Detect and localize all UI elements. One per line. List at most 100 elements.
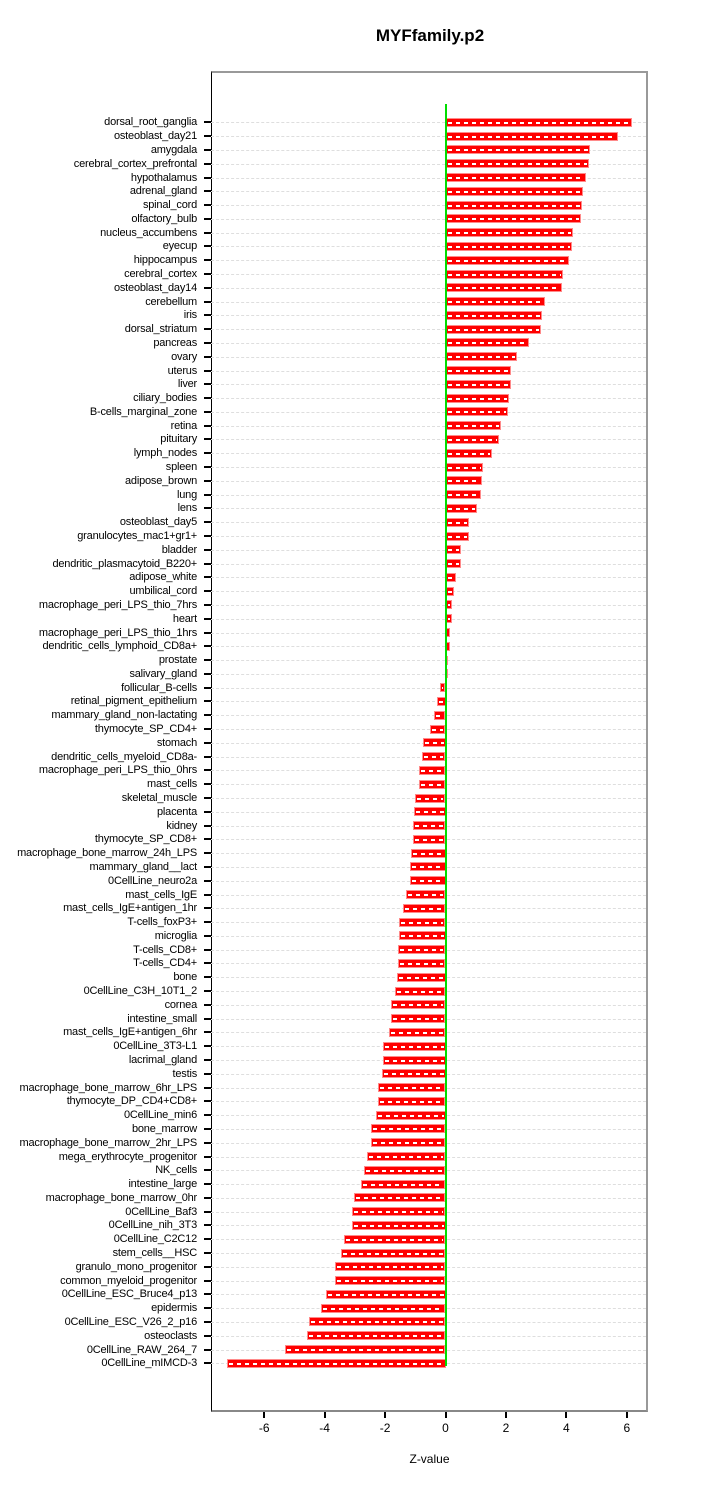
y-axis-tick	[204, 217, 211, 220]
y-axis-tick	[204, 1100, 211, 1103]
bar-dash-pattern	[372, 1142, 444, 1145]
bar	[360, 1179, 446, 1189]
grid-line	[211, 577, 646, 579]
category-label: dorsal_root_ganglia	[104, 116, 197, 129]
bar	[430, 724, 446, 734]
bar	[402, 903, 446, 913]
category-label: lacrimal_gland	[128, 1054, 197, 1066]
bar	[364, 1165, 446, 1175]
y-axis-tick	[204, 438, 211, 441]
y-axis-tick	[204, 548, 211, 551]
y-axis-tick	[204, 1279, 211, 1282]
category-label: mast_cells_IgE	[125, 888, 197, 901]
bar	[340, 1248, 446, 1258]
bar-dash-pattern	[424, 756, 444, 759]
x-axis-title: Z-value	[409, 1452, 450, 1466]
category-label: osteoblast_day14	[113, 281, 197, 294]
bar-dash-pattern	[447, 411, 507, 414]
bar	[445, 448, 493, 458]
y-axis-tick	[204, 1072, 211, 1075]
y-axis-tick	[204, 921, 211, 924]
category-label: intestine_small	[127, 1012, 197, 1025]
bar	[325, 1289, 446, 1299]
category-label: hypothalamus	[130, 171, 197, 184]
x-axis-tick	[263, 1412, 266, 1418]
category-label: macrophage_bone_marrow_6hr_LPS	[19, 1081, 198, 1094]
bar	[284, 1345, 446, 1354]
grid-line	[211, 439, 646, 441]
y-axis-tick	[204, 1348, 211, 1351]
bar-dash-pattern	[398, 976, 444, 979]
bar-dash-pattern	[417, 797, 444, 800]
bar-dash-pattern	[396, 990, 444, 993]
bar	[367, 1152, 446, 1161]
category-label: mast_cells	[147, 778, 197, 791]
bar	[445, 241, 572, 251]
bar-dash-pattern	[447, 535, 467, 538]
y-axis-tick	[204, 493, 211, 496]
bar-dash-pattern	[447, 287, 561, 290]
bar-dash-pattern	[414, 838, 444, 841]
bar-dash-pattern	[447, 632, 448, 634]
bar	[413, 807, 446, 817]
bar	[445, 379, 511, 389]
bar	[396, 972, 446, 982]
category-label: stem_cells__HSC	[112, 1247, 198, 1259]
y-axis-tick	[204, 1334, 211, 1337]
category-label: cerebral_cortex	[124, 268, 197, 280]
bar-dash-pattern	[400, 949, 444, 952]
y-axis-tick	[204, 1307, 211, 1310]
bar	[445, 131, 618, 141]
bar	[445, 324, 541, 334]
category-label: ovary	[171, 350, 197, 363]
category-label: liver	[177, 378, 197, 391]
category-label: lung	[177, 488, 197, 501]
category-label: iris	[183, 309, 197, 322]
x-axis-tick-label: 0	[442, 1421, 449, 1435]
bar-dash-pattern	[323, 1307, 444, 1310]
bar	[445, 462, 483, 472]
bar-dash-pattern	[447, 135, 616, 138]
category-label: umbilical_cord	[129, 585, 197, 598]
y-axis-tick	[204, 783, 211, 786]
category-label: testis	[172, 1067, 198, 1080]
bar	[399, 917, 446, 927]
bar	[445, 572, 457, 582]
grid-line	[211, 232, 646, 234]
y-axis-tick	[204, 273, 211, 275]
category-label: adrenal_gland	[129, 185, 197, 198]
bar	[445, 338, 530, 348]
bar-dash-pattern	[380, 1100, 444, 1103]
category-label: 0CellLine_C2C12	[113, 1233, 197, 1246]
y-axis-tick	[204, 562, 211, 565]
bar	[344, 1234, 446, 1244]
y-axis-tick	[204, 1265, 211, 1268]
category-label: retina	[170, 419, 198, 432]
bar-dash-pattern	[438, 700, 444, 703]
grid-line	[211, 604, 646, 606]
y-axis-tick	[204, 1224, 211, 1227]
bar	[390, 1014, 446, 1024]
y-axis-tick	[204, 148, 211, 151]
bar	[410, 848, 446, 858]
bar	[383, 1041, 446, 1051]
bar-dash-pattern	[447, 301, 544, 304]
y-axis-tick	[204, 328, 211, 331]
category-label: T-cells_CD4+	[133, 957, 197, 970]
category-label: mammary_gland_non-lactating	[51, 709, 197, 722]
bar	[422, 752, 446, 762]
grid-line	[211, 122, 646, 124]
grid-line	[211, 701, 646, 703]
bar	[334, 1276, 446, 1286]
bar-dash-pattern	[447, 521, 468, 524]
category-label: epidermis	[151, 1302, 197, 1315]
category-label: B-cells_marginal_zone	[89, 405, 197, 418]
bar	[412, 834, 446, 844]
category-label: lymph_nodes	[133, 447, 197, 460]
grid-line	[211, 315, 646, 317]
y-axis-tick	[204, 714, 211, 717]
bar-dash-pattern	[384, 1059, 444, 1062]
bar-dash-pattern	[412, 866, 444, 869]
grid-line	[211, 467, 646, 468]
grid-line	[211, 218, 646, 220]
